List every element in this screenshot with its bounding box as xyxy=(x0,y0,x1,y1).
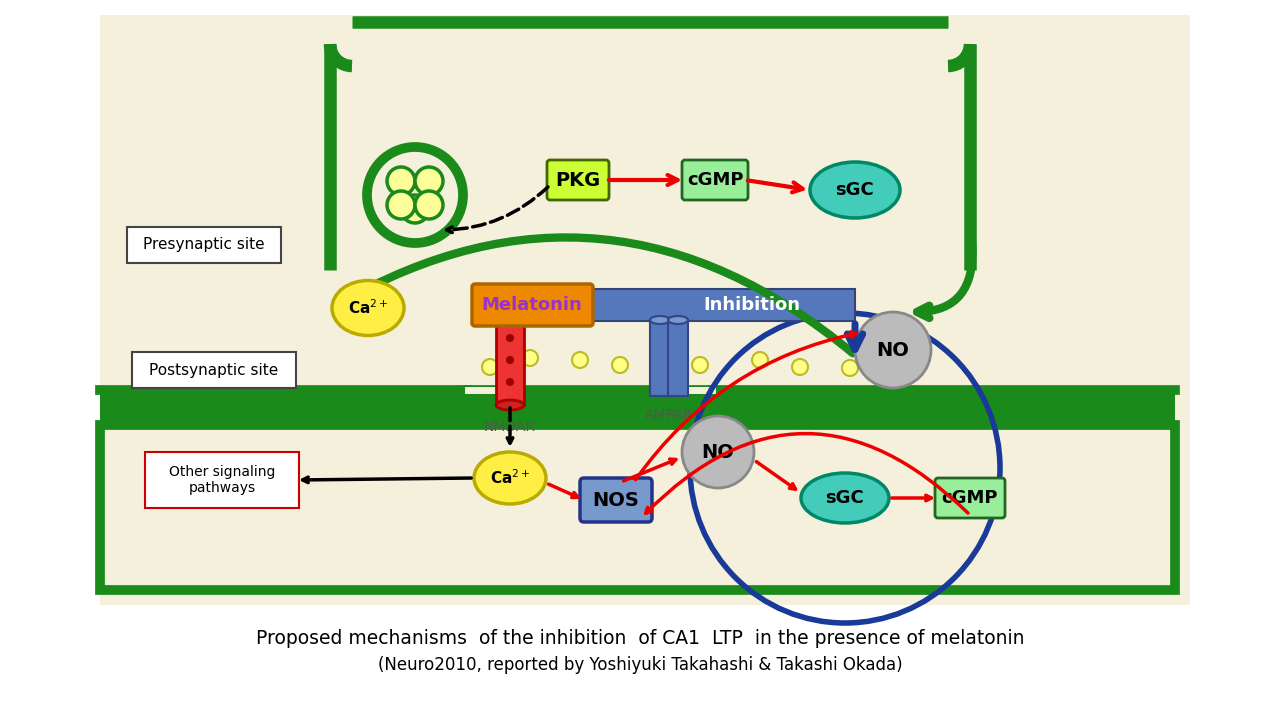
Ellipse shape xyxy=(332,281,404,336)
FancyBboxPatch shape xyxy=(127,227,282,263)
Text: Presynaptic site: Presynaptic site xyxy=(143,238,265,253)
Bar xyxy=(590,289,855,321)
FancyBboxPatch shape xyxy=(145,452,300,508)
Bar xyxy=(100,390,1175,425)
Circle shape xyxy=(792,359,808,375)
Ellipse shape xyxy=(801,473,890,523)
Ellipse shape xyxy=(474,452,547,504)
Circle shape xyxy=(855,312,931,388)
Circle shape xyxy=(612,357,628,373)
Text: NO: NO xyxy=(877,341,909,359)
Circle shape xyxy=(506,356,515,364)
Bar xyxy=(497,315,524,405)
FancyArrowPatch shape xyxy=(338,238,852,354)
Text: PKG: PKG xyxy=(556,171,600,189)
Text: Ca$^{2+}$: Ca$^{2+}$ xyxy=(490,469,530,487)
Circle shape xyxy=(682,416,754,488)
Circle shape xyxy=(415,167,443,195)
Bar xyxy=(334,26,965,270)
Text: NMDAR: NMDAR xyxy=(484,420,536,434)
Circle shape xyxy=(887,362,902,378)
Text: sGC: sGC xyxy=(836,181,874,199)
Circle shape xyxy=(506,378,515,386)
Text: Ca$^{2+}$: Ca$^{2+}$ xyxy=(348,299,388,318)
Text: (Neuro2010, reported by Yoshiyuki Takahashi & Takashi Okada): (Neuro2010, reported by Yoshiyuki Takaha… xyxy=(378,656,902,674)
Bar xyxy=(668,320,689,396)
FancyBboxPatch shape xyxy=(472,284,593,326)
Circle shape xyxy=(506,334,515,342)
Circle shape xyxy=(387,191,415,219)
Text: cGMP: cGMP xyxy=(687,171,744,189)
Text: cGMP: cGMP xyxy=(942,489,998,507)
Circle shape xyxy=(692,357,708,373)
Bar xyxy=(330,270,970,390)
FancyBboxPatch shape xyxy=(682,160,748,200)
Ellipse shape xyxy=(810,162,900,218)
Ellipse shape xyxy=(497,400,524,410)
FancyBboxPatch shape xyxy=(132,352,296,388)
Ellipse shape xyxy=(650,316,669,324)
FancyBboxPatch shape xyxy=(547,160,609,200)
Circle shape xyxy=(415,191,443,219)
Circle shape xyxy=(483,359,498,375)
Text: Melatonin: Melatonin xyxy=(481,296,582,314)
Circle shape xyxy=(401,195,429,223)
Text: AMPAR: AMPAR xyxy=(645,408,692,422)
FancyBboxPatch shape xyxy=(934,478,1005,518)
FancyArrowPatch shape xyxy=(916,243,973,318)
Text: NO: NO xyxy=(701,443,735,462)
Bar xyxy=(100,15,1190,605)
Circle shape xyxy=(572,352,588,368)
Text: Inhibition: Inhibition xyxy=(704,296,800,314)
Text: sGC: sGC xyxy=(826,489,864,507)
Text: NOS: NOS xyxy=(593,490,640,510)
Circle shape xyxy=(652,350,668,366)
Circle shape xyxy=(387,167,415,195)
Ellipse shape xyxy=(668,316,689,324)
FancyBboxPatch shape xyxy=(580,478,652,522)
Bar xyxy=(100,425,1175,590)
Text: Other signaling
pathways: Other signaling pathways xyxy=(169,465,275,495)
Circle shape xyxy=(753,352,768,368)
Circle shape xyxy=(842,360,858,376)
Text: Proposed mechanisms  of the inhibition  of CA1  LTP  in the presence of melatoni: Proposed mechanisms of the inhibition of… xyxy=(256,629,1024,647)
Bar xyxy=(650,320,669,396)
Text: Postsynaptic site: Postsynaptic site xyxy=(150,362,279,377)
Circle shape xyxy=(522,350,538,366)
Ellipse shape xyxy=(497,310,524,320)
